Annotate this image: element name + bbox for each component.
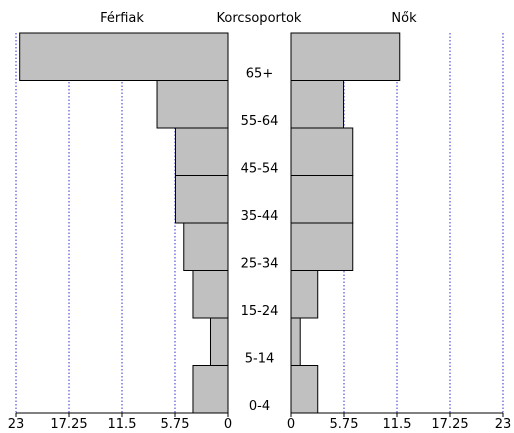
bars (19, 32, 401, 414)
bar-left-45-54 (174, 127, 229, 176)
bar-right-5-14 (290, 317, 301, 366)
bar-left-0-4 (192, 365, 229, 414)
bar-left-5-14 (209, 317, 229, 366)
bar-right-45-54 (290, 127, 354, 176)
axes (15, 33, 504, 417)
bar-right-35-44 (290, 175, 354, 224)
bar-right-25-34 (290, 222, 354, 271)
category-label-55-64: 55-64 (241, 114, 279, 129)
category-label-0-4: 0-4 (249, 399, 270, 414)
tick-label-left: 17.25 (50, 417, 87, 432)
labels: Férfiak Korcsoportok Nők 23 17.25 11.5 5.75… (8, 11, 512, 432)
tick-label-right: 0 (287, 417, 295, 432)
bar-left-35-44 (174, 175, 229, 224)
bar-left-55-64 (156, 80, 229, 129)
header-right: Nők (391, 11, 417, 26)
category-label-65+: 65+ (246, 67, 273, 82)
header-center: Korcsoportok (217, 11, 302, 26)
tick-label-left: 0 (224, 417, 232, 432)
tick-label-left: 11.5 (108, 417, 137, 432)
tick-label-left: 23 (8, 417, 25, 432)
tick-label-right: 11.5 (383, 417, 412, 432)
bar-right-0-4 (290, 365, 319, 414)
category-label-45-54: 45-54 (241, 162, 279, 177)
bar-right-65+ (290, 32, 401, 81)
category-label-25-34: 25-34 (241, 257, 279, 272)
bar-right-55-64 (290, 80, 345, 129)
tick-label-right: 17.25 (431, 417, 468, 432)
bar-left-65+ (19, 32, 229, 81)
header-left: Férfiak (100, 11, 144, 26)
bar-left-15-24 (192, 270, 229, 319)
bar-right-15-24 (290, 270, 319, 319)
tick-label-right: 23 (495, 417, 512, 432)
category-label-35-44: 35-44 (241, 209, 279, 224)
tick-label-right: 5.75 (330, 417, 359, 432)
tick-label-left: 5.75 (161, 417, 190, 432)
category-label-15-24: 15-24 (241, 304, 279, 319)
bar-left-25-34 (183, 222, 229, 271)
category-label-5-14: 5-14 (245, 352, 275, 367)
